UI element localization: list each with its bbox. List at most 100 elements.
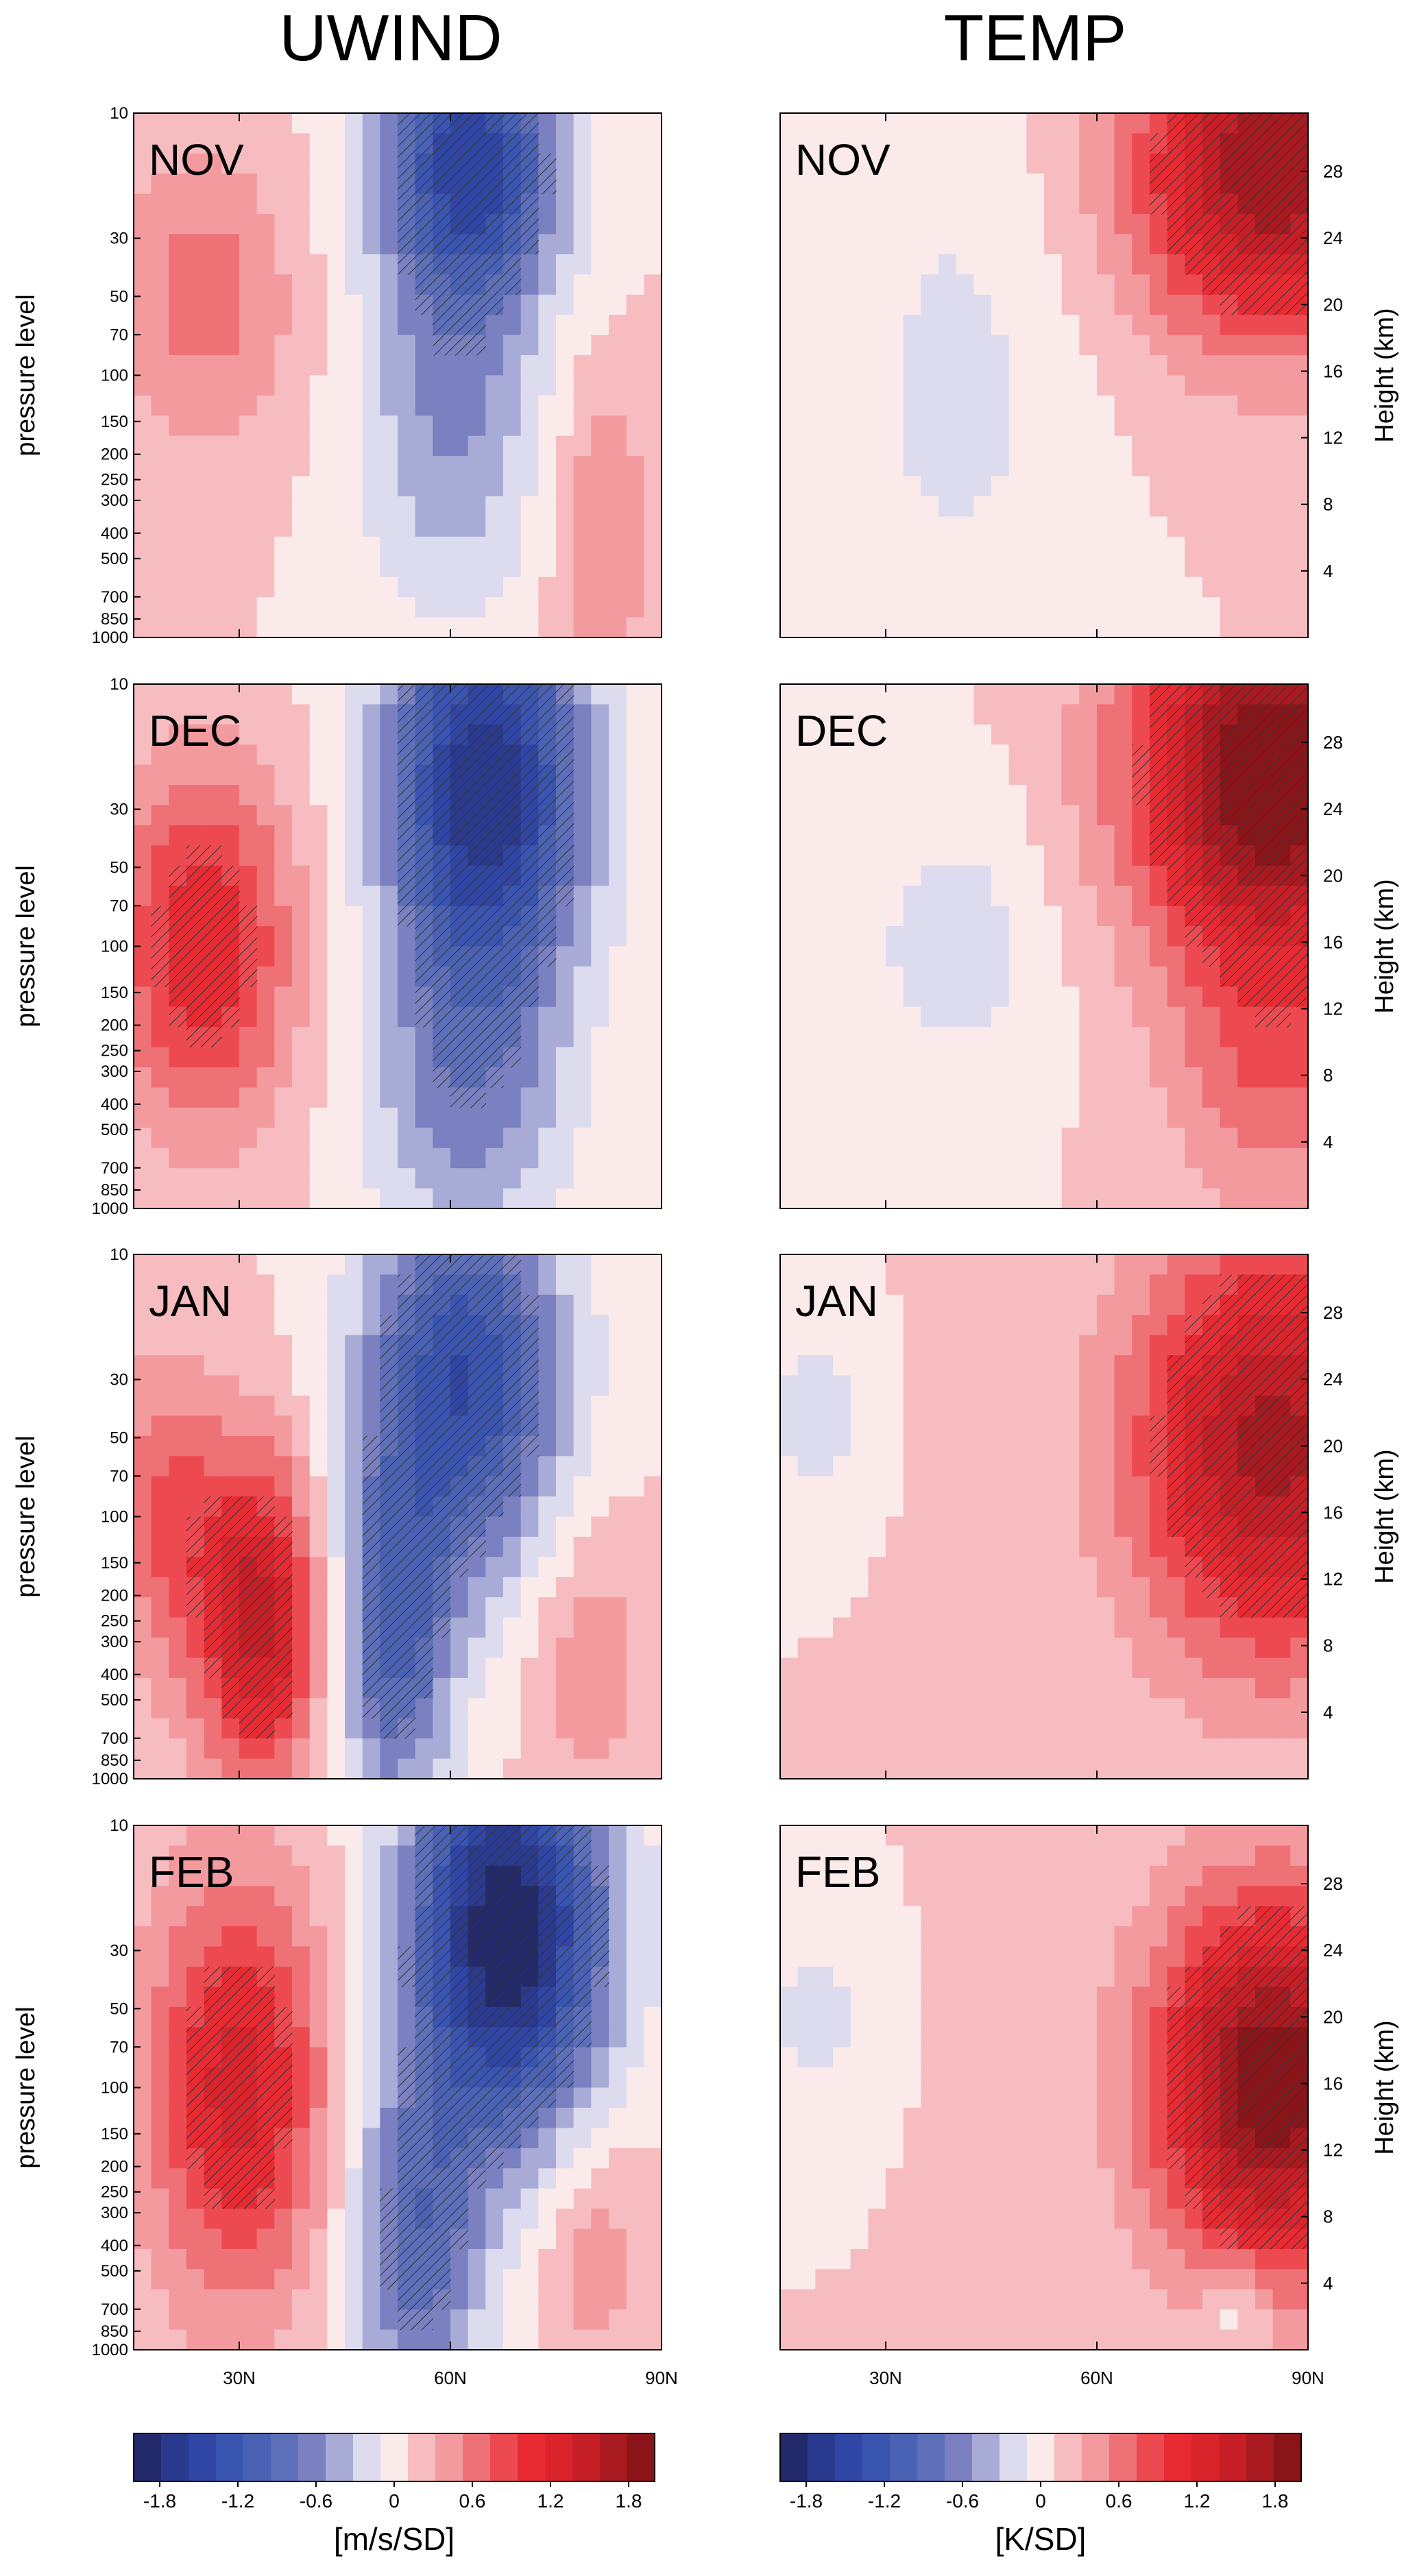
cell (573, 234, 592, 255)
cell (903, 986, 921, 1008)
cell (1255, 1128, 1274, 1149)
cell (626, 805, 644, 826)
cell (886, 1738, 904, 1760)
cell (151, 1677, 169, 1699)
cell (468, 435, 486, 457)
cell (626, 825, 644, 846)
cell (591, 1456, 609, 1477)
cell (433, 1698, 451, 1719)
cell (591, 1677, 609, 1699)
cell (797, 1107, 816, 1128)
cell (327, 214, 346, 235)
cell (450, 496, 469, 518)
significance-hatch (1150, 764, 1168, 786)
cell (609, 214, 627, 235)
cell (485, 516, 504, 537)
cell (591, 1395, 609, 1416)
cell (1044, 1067, 1063, 1089)
cell (415, 1698, 433, 1719)
cell (780, 1027, 799, 1048)
cell (292, 946, 311, 967)
cell (239, 214, 258, 235)
cell (221, 1067, 240, 1089)
significance-hatch (1290, 724, 1309, 745)
cell (626, 1456, 644, 1477)
y-tick-label: 4 (1323, 561, 1333, 581)
cell (468, 1617, 486, 1638)
cell (485, 1758, 504, 1779)
cell (626, 1107, 644, 1128)
significance-hatch (468, 274, 486, 295)
cell (903, 415, 921, 437)
cell (1061, 946, 1080, 967)
cell (1132, 355, 1150, 376)
significance-hatch (503, 946, 522, 967)
cell (921, 214, 939, 235)
cell (485, 415, 504, 437)
significance-hatch (503, 1027, 522, 1048)
cell (327, 1067, 346, 1089)
cell (327, 516, 346, 537)
cell (868, 1335, 886, 1356)
cell (797, 805, 816, 826)
significance-hatch (520, 825, 539, 846)
cell (609, 1168, 627, 1189)
cell (573, 1617, 592, 1638)
cell (362, 966, 380, 987)
cell (274, 1128, 293, 1149)
cell (797, 724, 816, 745)
cell (956, 785, 974, 806)
significance-hatch (468, 1027, 486, 1048)
cell (1044, 1147, 1063, 1169)
cell (780, 274, 799, 295)
cell (1044, 966, 1063, 987)
significance-hatch (485, 805, 504, 826)
cell (309, 1536, 328, 1557)
significance-hatch (398, 886, 416, 907)
significance-hatch (415, 113, 433, 134)
significance-hatch (433, 785, 451, 806)
cell (345, 1355, 363, 1376)
cell (991, 684, 1010, 705)
cell (1255, 536, 1274, 557)
cell (1044, 355, 1063, 376)
cell (938, 825, 957, 846)
cell (609, 536, 627, 557)
cell (886, 274, 904, 295)
cell (221, 395, 240, 416)
cell (256, 684, 275, 705)
cell (626, 1718, 644, 1739)
significance-hatch (398, 1597, 416, 1618)
cell (485, 1168, 504, 1189)
cell (1150, 1188, 1168, 1209)
cell (991, 1107, 1010, 1128)
cell (573, 1476, 592, 1497)
cell (815, 315, 834, 336)
cell (520, 395, 539, 416)
cell (345, 1006, 363, 1028)
significance-hatch (1272, 193, 1291, 215)
significance-hatch (1202, 193, 1221, 215)
cell (1044, 1087, 1063, 1108)
significance-hatch (1202, 724, 1221, 745)
cell (134, 1274, 152, 1296)
cell (850, 516, 869, 537)
cell (991, 234, 1010, 255)
cell (134, 1597, 152, 1618)
cell (556, 1087, 574, 1108)
cell (556, 234, 574, 255)
cell (868, 1128, 886, 1149)
cell (1167, 1107, 1185, 1128)
cell (609, 335, 627, 356)
cell (204, 536, 222, 557)
cell (644, 1168, 662, 1189)
significance-hatch (169, 926, 187, 947)
cell (938, 1107, 957, 1128)
cell (780, 845, 799, 866)
cell (991, 1067, 1010, 1089)
cell (1220, 415, 1238, 437)
cell (1202, 966, 1221, 987)
cell (134, 865, 152, 886)
cell (274, 274, 293, 295)
cell (1114, 395, 1133, 416)
